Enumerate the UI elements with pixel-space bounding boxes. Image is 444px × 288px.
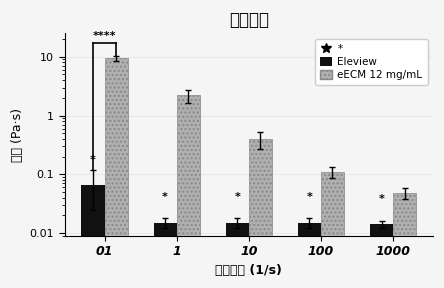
Text: *: * (162, 192, 168, 202)
Bar (249, 139, 272, 288)
Bar (226, 223, 249, 288)
Text: *: * (306, 192, 312, 202)
Text: *: * (234, 192, 240, 202)
Bar (154, 223, 177, 288)
X-axis label: 剪切速率 (1/s): 剪切速率 (1/s) (215, 264, 282, 277)
Bar (393, 193, 416, 288)
Y-axis label: 粘度 (Pa·s): 粘度 (Pa·s) (11, 107, 24, 162)
Bar (104, 58, 127, 288)
Text: *: * (379, 194, 385, 204)
Bar (370, 224, 393, 288)
Bar (321, 172, 344, 288)
Text: *: * (90, 155, 96, 165)
Text: ****: **** (93, 31, 116, 41)
Legend: *, Eleview, eECM 12 mg/mL: *, Eleview, eECM 12 mg/mL (314, 39, 428, 85)
Title: 流动粘度: 流动粘度 (229, 11, 269, 29)
Bar (177, 95, 200, 288)
Bar (81, 185, 104, 288)
Bar (298, 223, 321, 288)
